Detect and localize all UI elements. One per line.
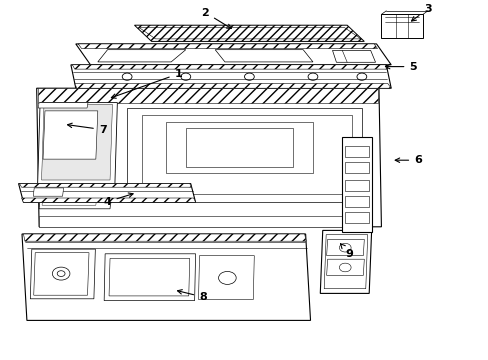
- Polygon shape: [332, 50, 375, 62]
- Polygon shape: [185, 128, 293, 167]
- Polygon shape: [20, 184, 191, 187]
- Polygon shape: [38, 103, 117, 184]
- Polygon shape: [98, 50, 185, 62]
- Circle shape: [356, 73, 366, 80]
- Circle shape: [307, 73, 317, 80]
- Polygon shape: [166, 122, 312, 173]
- Polygon shape: [342, 137, 371, 232]
- Polygon shape: [76, 44, 390, 65]
- Polygon shape: [345, 180, 368, 191]
- Polygon shape: [75, 84, 390, 88]
- Circle shape: [181, 73, 190, 80]
- Circle shape: [218, 271, 236, 284]
- Circle shape: [122, 73, 132, 80]
- Polygon shape: [78, 44, 377, 49]
- Polygon shape: [345, 162, 368, 173]
- Polygon shape: [22, 234, 310, 320]
- Text: 1: 1: [111, 69, 182, 98]
- Circle shape: [339, 243, 350, 252]
- Polygon shape: [215, 50, 312, 62]
- Polygon shape: [381, 14, 422, 38]
- Circle shape: [52, 267, 70, 280]
- Polygon shape: [21, 198, 195, 202]
- Polygon shape: [39, 216, 371, 227]
- Polygon shape: [30, 249, 95, 299]
- Polygon shape: [104, 254, 195, 301]
- Polygon shape: [39, 184, 112, 209]
- Polygon shape: [33, 188, 63, 196]
- Polygon shape: [72, 65, 387, 69]
- Polygon shape: [127, 108, 361, 202]
- Text: 8: 8: [177, 290, 206, 302]
- Polygon shape: [42, 187, 98, 205]
- Text: 2: 2: [201, 8, 231, 28]
- Polygon shape: [109, 258, 189, 296]
- Polygon shape: [345, 212, 368, 223]
- Polygon shape: [23, 234, 305, 241]
- Polygon shape: [41, 104, 112, 180]
- Text: 6: 6: [394, 155, 421, 165]
- Text: 3: 3: [411, 4, 431, 21]
- Text: 9: 9: [340, 244, 353, 259]
- Polygon shape: [38, 88, 377, 103]
- Circle shape: [244, 73, 254, 80]
- Polygon shape: [345, 146, 368, 157]
- Polygon shape: [326, 259, 364, 275]
- Polygon shape: [198, 256, 254, 300]
- Polygon shape: [37, 88, 381, 227]
- Text: 4: 4: [103, 193, 133, 207]
- Circle shape: [339, 263, 350, 272]
- Polygon shape: [326, 239, 364, 256]
- Polygon shape: [345, 196, 368, 207]
- Polygon shape: [142, 115, 351, 194]
- Text: 7: 7: [67, 123, 106, 135]
- Text: 5: 5: [385, 62, 416, 72]
- Polygon shape: [34, 253, 89, 295]
- Polygon shape: [43, 111, 98, 159]
- Polygon shape: [134, 25, 364, 41]
- Polygon shape: [320, 230, 371, 293]
- Circle shape: [57, 271, 65, 276]
- Polygon shape: [324, 235, 367, 289]
- Polygon shape: [38, 103, 88, 108]
- Polygon shape: [19, 184, 195, 202]
- Polygon shape: [71, 65, 390, 88]
